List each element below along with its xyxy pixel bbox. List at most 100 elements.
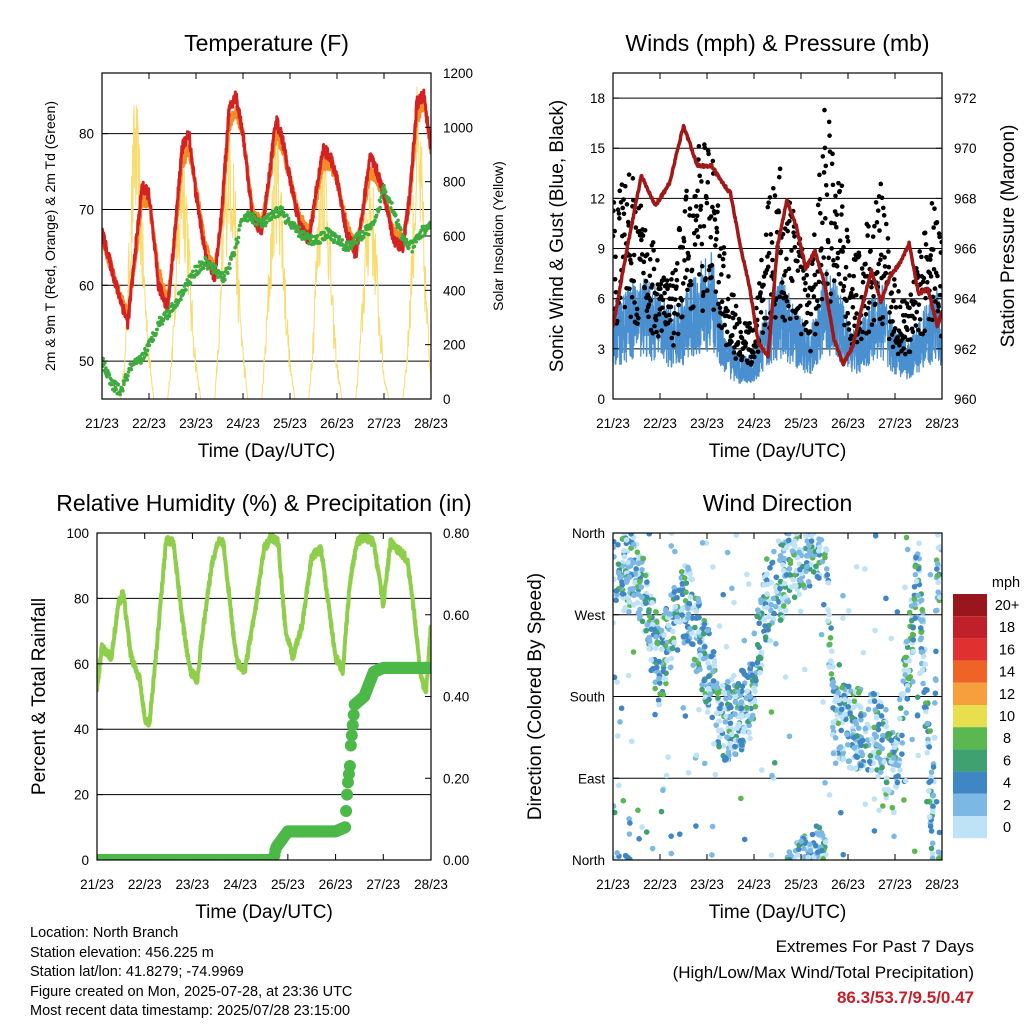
x-tick-label: 23/23 bbox=[179, 416, 213, 431]
direction-dot bbox=[803, 533, 809, 539]
panel-title: Winds (mph) & Pressure (mb) bbox=[625, 30, 929, 56]
dewpoint-dot bbox=[378, 199, 383, 204]
direction-dot bbox=[858, 749, 865, 755]
direction-dot bbox=[669, 645, 676, 652]
rainfall-dot bbox=[339, 821, 352, 834]
direction-dot bbox=[891, 833, 897, 840]
direction-dot bbox=[693, 608, 700, 615]
direction-dot bbox=[646, 533, 653, 537]
dewpoint-dot bbox=[262, 220, 266, 224]
gust-dot bbox=[834, 224, 839, 230]
gust-dot bbox=[708, 214, 714, 219]
direction-dot bbox=[935, 855, 942, 860]
gust-dot bbox=[660, 297, 666, 303]
gust-dot bbox=[795, 268, 801, 273]
dewpoint-dot bbox=[297, 225, 302, 229]
direction-dot bbox=[933, 566, 940, 572]
direction-dot bbox=[652, 645, 659, 652]
direction-dot bbox=[913, 554, 919, 561]
direction-dot bbox=[715, 727, 722, 734]
direction-dot bbox=[765, 626, 771, 633]
dewpoint-dot bbox=[332, 238, 337, 242]
gust-dot bbox=[694, 213, 700, 219]
direction-dot bbox=[753, 677, 759, 684]
gust-dot bbox=[890, 319, 895, 324]
direction-dot bbox=[626, 609, 632, 615]
y-tick-label: 0 bbox=[81, 853, 89, 868]
gust-dot bbox=[671, 330, 677, 336]
direction-dot bbox=[906, 609, 913, 616]
direction-dot bbox=[805, 578, 812, 585]
gust-dot bbox=[785, 228, 790, 234]
direction-dot bbox=[628, 533, 634, 537]
colorbar-label: 2 bbox=[1003, 798, 1011, 814]
direction-dot bbox=[872, 533, 879, 539]
direction-dot bbox=[613, 554, 617, 560]
direction-dot bbox=[917, 636, 924, 643]
y2-tick-label: 960 bbox=[954, 392, 977, 407]
gust-dot bbox=[841, 244, 846, 250]
direction-dot bbox=[845, 608, 852, 614]
direction-dot bbox=[671, 589, 678, 595]
dewpoint-dot bbox=[223, 278, 227, 282]
direction-dot bbox=[654, 640, 660, 646]
dewpoint-dot bbox=[161, 318, 166, 323]
x-tick-label: 24/23 bbox=[737, 877, 771, 892]
direction-dot bbox=[626, 831, 633, 837]
gust-dot bbox=[875, 208, 881, 213]
direction-dot bbox=[656, 675, 662, 682]
y-tick-label: 100 bbox=[66, 526, 89, 541]
direction-dot bbox=[844, 731, 850, 738]
direction-dot bbox=[754, 613, 760, 620]
rainfall-dot bbox=[425, 661, 431, 674]
direction-dot bbox=[923, 708, 929, 715]
gust-dot bbox=[928, 253, 933, 258]
dewpoint-dot bbox=[396, 218, 400, 223]
direction-dot bbox=[630, 559, 637, 566]
y2-tick-label: 966 bbox=[954, 242, 977, 257]
direction-dot bbox=[771, 610, 777, 617]
direction-dot bbox=[690, 662, 696, 668]
dewpoint-dot bbox=[121, 388, 125, 393]
dewpoint-dot bbox=[232, 253, 237, 257]
dewpoint-dot bbox=[144, 353, 149, 357]
direction-dot bbox=[726, 704, 733, 711]
gust-dot bbox=[865, 233, 870, 238]
gust-dot bbox=[933, 299, 938, 304]
gust-dot bbox=[726, 274, 731, 279]
direction-dot bbox=[755, 607, 761, 613]
direction-dot bbox=[830, 688, 837, 694]
gust-dot bbox=[770, 257, 775, 263]
gust-dot bbox=[751, 354, 757, 360]
x-tick-label: 22/23 bbox=[643, 877, 677, 892]
gust-dot bbox=[634, 306, 640, 312]
gust-dot bbox=[789, 248, 794, 253]
gust-dot bbox=[916, 327, 921, 333]
gust-dot bbox=[865, 305, 871, 311]
direction-dot bbox=[732, 751, 738, 757]
direction-dot bbox=[836, 745, 842, 752]
dewpoint-dot bbox=[373, 218, 377, 223]
gust-dot bbox=[732, 312, 738, 317]
gust-dot bbox=[820, 220, 825, 226]
direction-dot bbox=[826, 792, 833, 798]
y2-tick-label: 800 bbox=[443, 175, 466, 190]
direction-dot bbox=[883, 775, 890, 782]
direction-dot bbox=[621, 554, 628, 560]
direction-dot bbox=[900, 678, 907, 684]
plot-area bbox=[613, 107, 942, 384]
y-tick-label: East bbox=[578, 771, 605, 786]
direction-dot bbox=[879, 764, 885, 771]
gust-dot bbox=[895, 335, 900, 340]
gust-dot bbox=[866, 329, 872, 335]
gust-dot bbox=[697, 173, 703, 179]
direction-dot bbox=[680, 633, 687, 640]
direction-dot bbox=[930, 792, 937, 799]
direction-dot bbox=[857, 704, 864, 711]
direction-dot bbox=[636, 835, 642, 842]
gust-dot bbox=[849, 333, 854, 339]
gust-dot bbox=[882, 264, 888, 269]
direction-dot bbox=[801, 666, 808, 673]
direction-dot bbox=[649, 845, 656, 852]
direction-dot bbox=[738, 699, 745, 705]
